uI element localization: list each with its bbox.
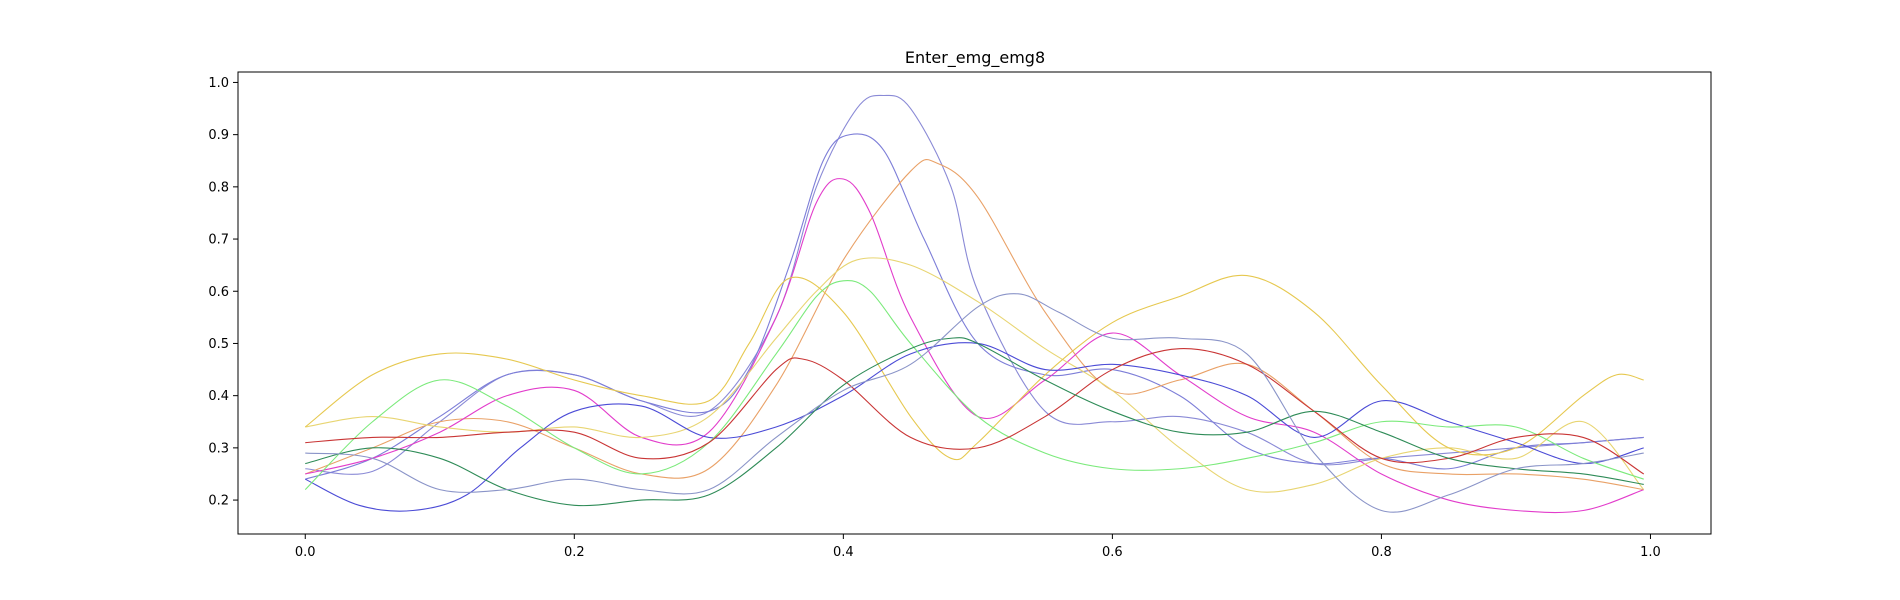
y-tick-label: 0.8: [208, 180, 229, 195]
x-axis: 0.0 0.2 0.4 0.6 0.8 1.0: [295, 534, 1661, 560]
x-tick-label: 0.0: [295, 545, 316, 560]
series-line-10: [305, 337, 1644, 507]
series-line-4: [305, 178, 1644, 514]
x-tick-label: 0.4: [833, 545, 854, 560]
y-tick-label: 0.5: [208, 337, 229, 352]
y-tick-label: 0.4: [208, 389, 229, 404]
series-line-7: [305, 342, 1644, 512]
y-axis: 0.2 0.3 0.4 0.5 0.6 0.7 0.8 0.9 1.0: [208, 76, 238, 509]
y-tick-label: 0.9: [208, 128, 229, 143]
plot-area-frame: [237, 71, 1712, 535]
x-tick-label: 1.0: [1640, 545, 1661, 560]
series-layer: [304, 94, 1645, 514]
y-tick-label: 0.7: [208, 233, 229, 248]
y-tick-label: 0.3: [208, 441, 229, 456]
series-line-3: [305, 159, 1644, 491]
y-tick-label: 1.0: [208, 76, 229, 91]
series-line-6: [304, 274, 1644, 461]
y-tick-label: 0.6: [208, 285, 229, 300]
chart-title: Enter_emg_emg8: [905, 48, 1045, 68]
series-line-9: [305, 348, 1645, 475]
series-line-11: [305, 293, 1644, 513]
series-line-8: [304, 280, 1644, 491]
x-tick-label: 0.2: [564, 545, 585, 560]
x-tick-label: 0.8: [1371, 545, 1392, 560]
x-tick-label: 0.6: [1102, 545, 1123, 560]
y-tick-label: 0.2: [208, 494, 229, 509]
